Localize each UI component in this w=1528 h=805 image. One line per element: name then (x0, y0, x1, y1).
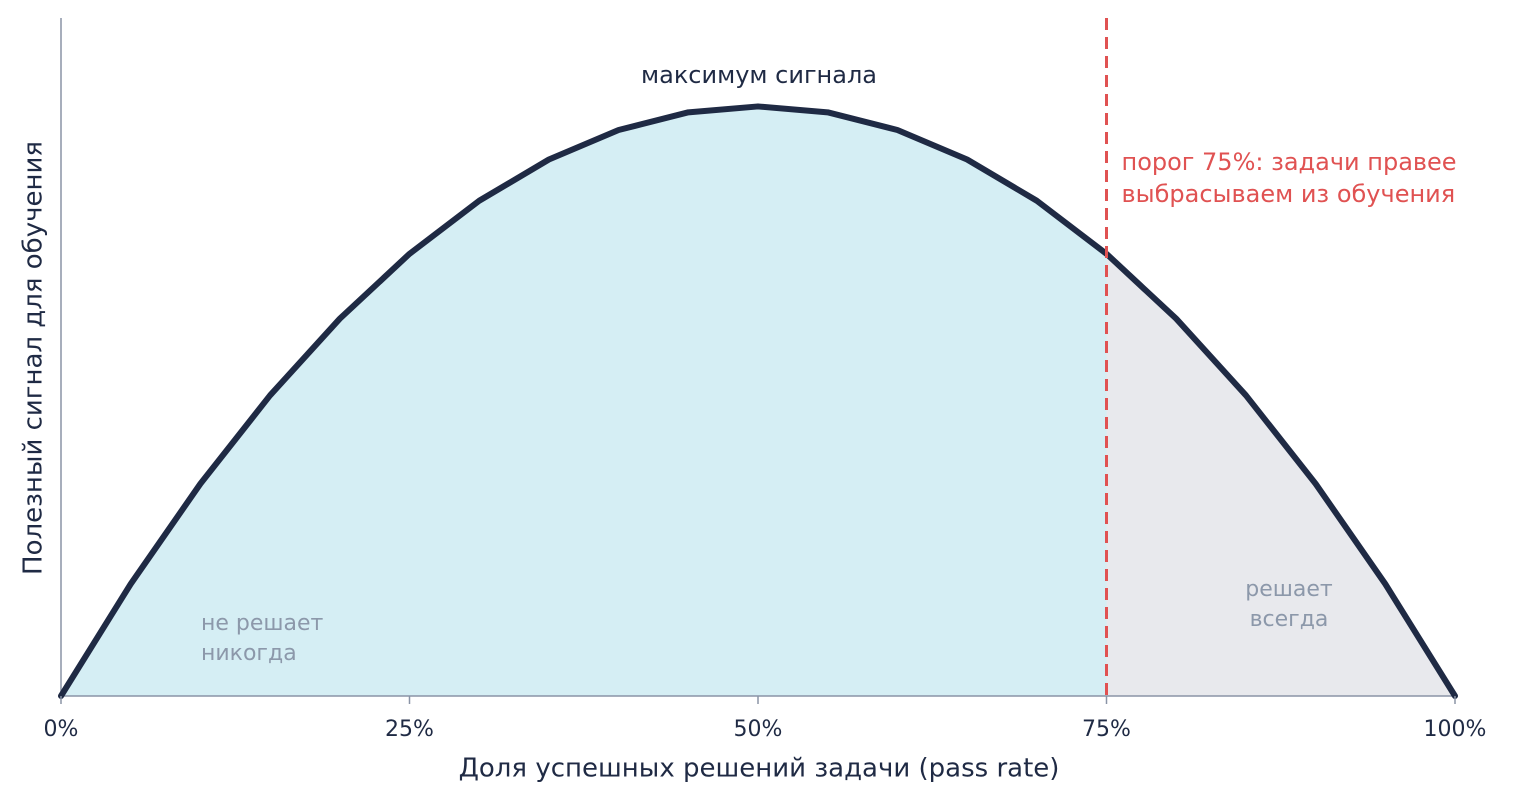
region-label: решает (1245, 577, 1333, 602)
area-fill (61, 106, 1107, 696)
threshold-label: выбрасываем из обучения (1122, 180, 1456, 208)
threshold-label: порог 75%: задачи правее (1122, 148, 1457, 176)
x-tick-label: 25% (385, 717, 434, 742)
peak-label: максимум сигнала (641, 61, 877, 89)
y-axis-label: Полезный сигнал для обучения (19, 141, 49, 575)
region-label: всегда (1250, 607, 1329, 632)
x-axis-label: Доля успешных решений задачи (pass rate) (459, 754, 1060, 784)
region-label: никогда (201, 641, 297, 666)
signal-curve (58, 103, 1458, 699)
x-tick-label: 100% (1424, 717, 1487, 742)
x-tick-label: 75% (1082, 717, 1131, 742)
x-tick-label: 50% (734, 717, 783, 742)
x-tick-label: 0% (44, 717, 79, 742)
area-fill (1106, 253, 1455, 696)
region-label: не решает (201, 611, 324, 636)
